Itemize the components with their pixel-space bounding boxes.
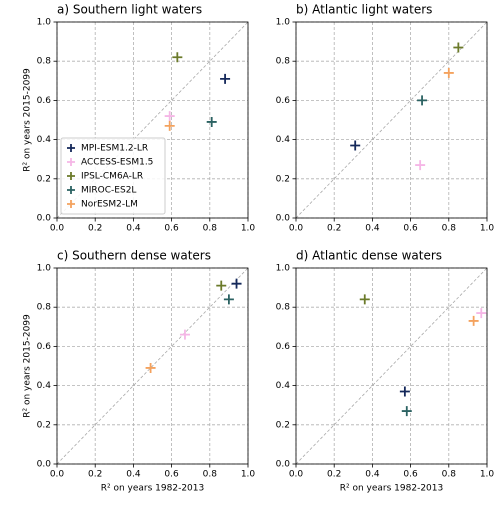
x-tick-label: 0.6 bbox=[403, 470, 418, 480]
x-tick-label: 0.2 bbox=[88, 224, 102, 234]
x-tick-label: 0.4 bbox=[126, 470, 141, 480]
x-tick-label: 0.6 bbox=[403, 224, 418, 234]
x-tick-label: 0.0 bbox=[289, 224, 304, 234]
marker bbox=[468, 315, 479, 326]
legend-marker bbox=[67, 186, 75, 194]
marker bbox=[172, 52, 183, 63]
marker bbox=[220, 73, 231, 84]
marker bbox=[179, 329, 190, 340]
marker bbox=[206, 116, 217, 127]
y-tick-label: 0.8 bbox=[276, 303, 291, 313]
legend-marker bbox=[67, 172, 75, 180]
axes-frame bbox=[56, 267, 249, 465]
panel-title: c) Southern dense waters bbox=[57, 249, 211, 263]
legend-marker bbox=[67, 144, 75, 152]
y-tick-label: 0.6 bbox=[276, 96, 291, 106]
x-tick-label: 0.6 bbox=[164, 224, 179, 234]
y-axis-label: R² on years 2015-2099 bbox=[23, 68, 33, 172]
axes-frame bbox=[295, 267, 488, 465]
y-tick-label: 1.0 bbox=[276, 18, 291, 28]
y-tick-label: 1.0 bbox=[276, 264, 291, 274]
marker bbox=[415, 160, 426, 171]
legend-box bbox=[60, 137, 166, 215]
diagonal bbox=[56, 267, 249, 465]
y-tick-label: 0.2 bbox=[276, 174, 290, 184]
axes-frame bbox=[56, 21, 249, 219]
y-tick-label: 0.6 bbox=[276, 342, 291, 352]
x-axis-label: R² on years 1982-2013 bbox=[340, 484, 443, 494]
y-tick-label: 0.4 bbox=[276, 135, 291, 145]
y-tick-label: 0.4 bbox=[276, 381, 291, 391]
x-tick-label: 0.8 bbox=[203, 470, 218, 480]
marker bbox=[399, 386, 410, 397]
y-tick-label: 0.0 bbox=[37, 460, 52, 470]
x-tick-label: 0.0 bbox=[50, 224, 65, 234]
marker bbox=[443, 67, 454, 78]
y-tick-label: 0.0 bbox=[37, 214, 52, 224]
marker bbox=[453, 42, 464, 53]
x-tick-label: 0.6 bbox=[164, 470, 179, 480]
x-tick-label: 0.4 bbox=[365, 224, 380, 234]
x-axis-label: R² on years 1982-2013 bbox=[101, 484, 204, 494]
marker bbox=[231, 278, 242, 289]
legend-marker bbox=[67, 200, 75, 208]
legend-marker bbox=[67, 158, 75, 166]
legend-label: IPSL-CM6A-LR bbox=[81, 172, 143, 182]
y-tick-label: 0.8 bbox=[37, 57, 52, 67]
y-tick-label: 0.2 bbox=[37, 420, 51, 430]
y-tick-label: 0.4 bbox=[37, 135, 52, 145]
legend-label: MPI-ESM1.2-LR bbox=[81, 144, 148, 154]
y-tick-label: 0.2 bbox=[37, 174, 51, 184]
marker bbox=[164, 120, 175, 131]
x-tick-label: 1.0 bbox=[480, 224, 495, 234]
marker bbox=[417, 95, 428, 106]
x-tick-label: 0.4 bbox=[126, 224, 141, 234]
legend-label: NorESM2-LM bbox=[81, 200, 138, 210]
marker bbox=[223, 294, 234, 305]
y-tick-label: 0.4 bbox=[37, 381, 52, 391]
panel-title: b) Atlantic light waters bbox=[296, 3, 432, 17]
x-tick-label: 0.0 bbox=[50, 470, 65, 480]
y-tick-label: 0.2 bbox=[276, 420, 290, 430]
x-tick-label: 0.4 bbox=[365, 470, 380, 480]
y-tick-label: 0.8 bbox=[276, 57, 291, 67]
y-tick-label: 0.0 bbox=[276, 460, 291, 470]
x-tick-label: 1.0 bbox=[241, 224, 256, 234]
y-tick-label: 0.6 bbox=[37, 342, 52, 352]
y-axis-label: R² on years 2015-2099 bbox=[23, 314, 33, 418]
x-tick-label: 1.0 bbox=[241, 470, 256, 480]
axes-frame bbox=[295, 21, 488, 219]
diagonal bbox=[295, 21, 488, 219]
x-tick-label: 0.2 bbox=[327, 224, 341, 234]
y-tick-label: 1.0 bbox=[37, 264, 52, 274]
x-tick-label: 0.2 bbox=[88, 470, 102, 480]
marker bbox=[216, 280, 227, 291]
marker bbox=[145, 362, 156, 373]
x-tick-label: 0.2 bbox=[327, 470, 341, 480]
marker bbox=[359, 294, 370, 305]
marker bbox=[164, 111, 175, 122]
x-tick-label: 0.8 bbox=[203, 224, 218, 234]
x-tick-label: 0.8 bbox=[442, 224, 457, 234]
diagonal bbox=[295, 267, 488, 465]
marker bbox=[476, 308, 487, 319]
legend-label: MIROC-ES2L bbox=[81, 186, 136, 196]
x-tick-label: 0.0 bbox=[289, 470, 304, 480]
x-tick-label: 1.0 bbox=[480, 470, 495, 480]
panel-title: d) Atlantic dense waters bbox=[296, 249, 442, 263]
marker bbox=[350, 140, 361, 151]
y-tick-label: 0.8 bbox=[37, 303, 52, 313]
marker bbox=[401, 406, 412, 417]
y-tick-label: 0.0 bbox=[276, 214, 291, 224]
y-tick-label: 1.0 bbox=[37, 18, 52, 28]
panel-title: a) Southern light waters bbox=[57, 3, 202, 17]
x-tick-label: 0.8 bbox=[442, 470, 457, 480]
legend-label: ACCESS-ESM1.5 bbox=[81, 158, 153, 168]
y-tick-label: 0.6 bbox=[37, 96, 52, 106]
